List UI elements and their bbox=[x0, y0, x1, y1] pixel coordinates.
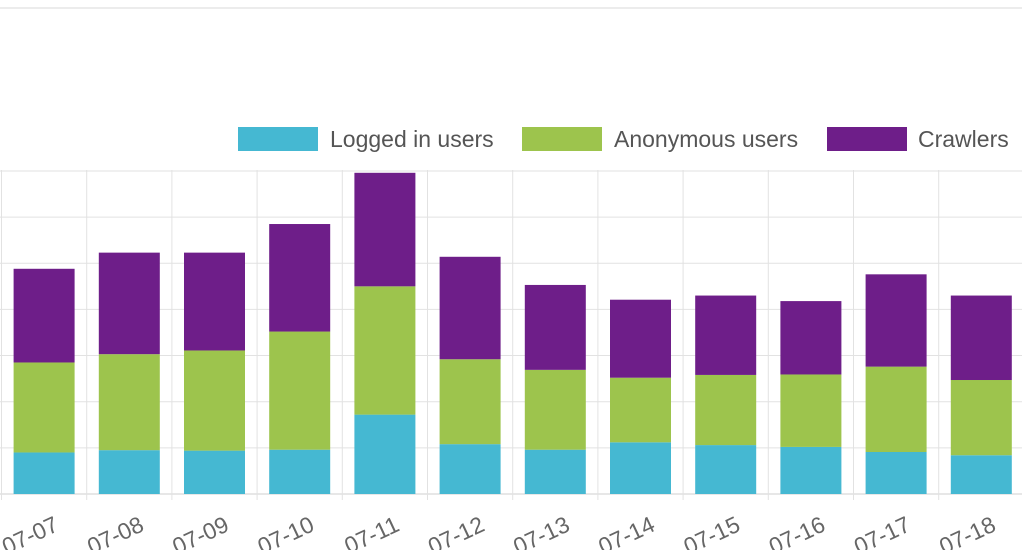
bar-anonymous-07-13[interactable] bbox=[524, 369, 586, 450]
bar-anonymous-07-10[interactable] bbox=[269, 331, 331, 450]
x-axis-tick-labels: 07-07 07-08 07-09 07-10 07-11 07-12 07-13 07-14… bbox=[0, 511, 999, 550]
bar-anonymous-07-11[interactable] bbox=[354, 286, 416, 415]
bar-crawlers-07-11[interactable] bbox=[354, 172, 416, 287]
bar-anonymous-07-09[interactable] bbox=[184, 350, 245, 451]
x-tick-label: 07-09 bbox=[168, 511, 232, 550]
grid-lines bbox=[0, 170, 1022, 500]
bar-anonymous-07-08[interactable] bbox=[98, 354, 160, 451]
bar-anonymous-07-07[interactable] bbox=[13, 362, 75, 453]
bar-crawlers-07-17[interactable] bbox=[865, 274, 927, 367]
bar-crawlers-07-09[interactable] bbox=[184, 252, 245, 351]
bar-logged-in-07-09[interactable] bbox=[184, 450, 245, 494]
legend: Logged in users Anonymous users Crawlers bbox=[238, 126, 1009, 152]
bar-crawlers-07-16[interactable] bbox=[780, 301, 842, 375]
bar-logged-in-07-18[interactable] bbox=[950, 455, 1012, 494]
bar-crawlers-07-12[interactable] bbox=[439, 256, 501, 360]
bar-crawlers-07-14[interactable] bbox=[610, 299, 671, 378]
bar-anonymous-07-17[interactable] bbox=[865, 366, 927, 453]
x-tick-label: 07-15 bbox=[680, 511, 744, 550]
bar-anonymous-07-16[interactable] bbox=[780, 374, 842, 447]
bar-logged-in-07-15[interactable] bbox=[695, 445, 757, 494]
bar-logged-in-07-16[interactable] bbox=[780, 446, 842, 494]
bar-logged-in-07-10[interactable] bbox=[269, 449, 331, 494]
bar-crawlers-07-15[interactable] bbox=[695, 295, 757, 375]
legend-swatch[interactable] bbox=[827, 127, 907, 151]
bar-crawlers-07-10[interactable] bbox=[269, 224, 331, 332]
legend-swatch[interactable] bbox=[238, 127, 318, 151]
x-tick-label: 07-13 bbox=[509, 511, 573, 550]
bar-crawlers-07-08[interactable] bbox=[98, 252, 160, 355]
legend-label[interactable]: Anonymous users bbox=[614, 126, 798, 152]
x-tick-label: 07-18 bbox=[935, 511, 999, 550]
x-tick-label: 07-12 bbox=[424, 511, 488, 550]
legend-swatch[interactable] bbox=[522, 127, 602, 151]
bar-logged-in-07-07[interactable] bbox=[13, 452, 75, 494]
bars bbox=[13, 172, 1012, 494]
bar-logged-in-07-14[interactable] bbox=[610, 442, 671, 494]
bar-logged-in-07-12[interactable] bbox=[439, 444, 501, 494]
bar-logged-in-07-08[interactable] bbox=[98, 450, 160, 494]
bar-logged-in-07-11[interactable] bbox=[354, 414, 416, 494]
x-tick-label: 07-11 bbox=[340, 511, 403, 550]
x-tick-label: 07-14 bbox=[594, 511, 658, 550]
bar-anonymous-07-15[interactable] bbox=[695, 374, 757, 446]
legend-label[interactable]: Crawlers bbox=[918, 126, 1009, 152]
x-tick-label: 07-07 bbox=[0, 511, 62, 550]
bar-logged-in-07-17[interactable] bbox=[865, 452, 927, 494]
bar-logged-in-07-13[interactable] bbox=[524, 449, 586, 494]
top-divider bbox=[0, 7, 1022, 9]
bar-crawlers-07-13[interactable] bbox=[524, 284, 586, 370]
bar-anonymous-07-12[interactable] bbox=[439, 359, 501, 445]
x-tick-label: 07-08 bbox=[83, 511, 147, 550]
legend-label[interactable]: Logged in users bbox=[330, 126, 494, 152]
bar-crawlers-07-07[interactable] bbox=[13, 268, 75, 363]
x-tick-label: 07-16 bbox=[765, 511, 829, 550]
bar-anonymous-07-18[interactable] bbox=[950, 380, 1012, 456]
bar-crawlers-07-18[interactable] bbox=[950, 295, 1012, 381]
x-tick-label: 07-17 bbox=[850, 511, 914, 550]
bar-anonymous-07-14[interactable] bbox=[610, 377, 671, 443]
x-tick-label: 07-10 bbox=[254, 511, 318, 550]
